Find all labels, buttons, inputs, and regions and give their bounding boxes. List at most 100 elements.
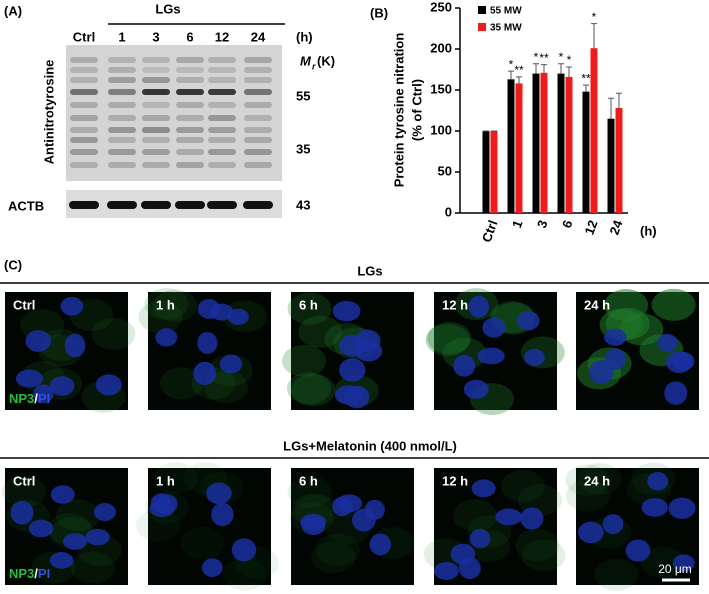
error-bar: [583, 84, 589, 92]
blot-band: [176, 115, 204, 121]
blot-band: [208, 137, 236, 143]
nucleus: [469, 528, 491, 549]
blot-band: [70, 115, 98, 121]
blot-band: [244, 127, 272, 133]
blot-band: [208, 57, 236, 63]
nucleus: [641, 498, 668, 517]
time-unit: (h): [296, 29, 313, 44]
image-label: 24 h: [584, 473, 610, 488]
cell-body: [515, 529, 560, 562]
nucleus: [524, 348, 545, 367]
blot-band: [175, 201, 205, 209]
nucleus: [332, 496, 353, 517]
nucleus: [495, 508, 523, 526]
blot-band: [208, 127, 236, 133]
cell-body: [500, 470, 545, 503]
image-label: Ctrl: [13, 297, 35, 312]
legend-label: 35 MW: [490, 23, 522, 34]
cell-body: [427, 322, 472, 355]
blot-membrane: [66, 45, 282, 181]
cell-body: [282, 344, 327, 377]
nucleus: [520, 507, 544, 530]
nucleus: [64, 333, 86, 358]
blot-band: [176, 162, 204, 168]
bar: [565, 76, 573, 213]
blot-band: [244, 115, 272, 121]
nucleus: [602, 514, 624, 535]
nucleus: [468, 295, 489, 318]
marker: 55: [296, 88, 310, 103]
bar: [590, 48, 598, 214]
nucleus: [433, 562, 459, 580]
nucleus: [10, 500, 34, 525]
error-bar: [591, 23, 597, 49]
bar: [490, 131, 498, 213]
nucleus: [197, 331, 218, 355]
blot-band: [244, 137, 272, 143]
scale-bar-label: 20 μm: [658, 562, 692, 576]
nucleus: [206, 482, 232, 505]
nucleus: [657, 333, 678, 352]
nucleus: [369, 533, 392, 556]
nucleus: [93, 503, 116, 522]
blot-band: [108, 115, 136, 121]
cell-body: [1, 475, 46, 508]
cell-body: [565, 464, 610, 497]
bar: [615, 108, 623, 213]
nucleus: [155, 328, 178, 347]
blot-band: [176, 89, 204, 95]
blot-band: [108, 67, 136, 73]
bar: [607, 118, 615, 213]
cell-body: [594, 558, 639, 591]
blot-band: [142, 57, 170, 63]
error-bar: [516, 76, 522, 84]
x-tick-label: 3: [534, 218, 551, 230]
blot-band: [108, 102, 136, 108]
stain-part: PI: [38, 391, 50, 406]
nucleus: [15, 369, 43, 388]
legend-swatch: [478, 6, 486, 14]
nucleus: [364, 499, 385, 520]
blot-band: [244, 149, 272, 155]
nucleus: [33, 384, 54, 404]
nucleus: [300, 513, 327, 531]
blot-band: [208, 149, 236, 155]
blot-band: [108, 89, 136, 95]
cell-body: [521, 539, 566, 572]
row-title: LGs+Melatonin (400 nmol/L): [283, 438, 457, 453]
mw-unit: (K): [317, 53, 335, 68]
blot-band: [108, 137, 136, 143]
x-tick-label: Ctrl: [479, 218, 501, 244]
blot-band: [176, 102, 204, 108]
lane-label: 1: [118, 29, 125, 44]
error-bar: [566, 66, 572, 77]
significance: **: [581, 71, 591, 85]
x-tick-label: 24: [607, 217, 626, 236]
blot-band: [142, 137, 170, 143]
stain-label: NP3/PI: [9, 391, 50, 406]
image-label: 12 h: [442, 297, 468, 312]
significance: **: [514, 63, 524, 77]
nucleus: [482, 317, 506, 338]
cell-body: [91, 317, 136, 350]
blot-band: [208, 67, 236, 73]
nucleus: [339, 358, 366, 382]
nucleus: [211, 502, 234, 527]
nucleus: [344, 385, 370, 409]
cell-body: [286, 372, 331, 405]
bar-chart: 0 50 100 150 200 250 Protein tyrosine nitratio…: [391, 0, 656, 244]
image-label: 6 h: [299, 473, 318, 488]
cell-body: [298, 315, 343, 348]
nucleus: [672, 554, 695, 572]
cell-body: [153, 462, 198, 495]
nucleus: [664, 381, 688, 405]
blot-band: [70, 127, 98, 133]
cell-body: [55, 499, 100, 532]
blot-band: [108, 57, 136, 63]
blot-band: [244, 67, 272, 73]
nucleus: [63, 533, 88, 550]
mw-subscript: r: [312, 61, 316, 71]
bar: [515, 83, 523, 213]
image-label: 1 h: [156, 297, 175, 312]
